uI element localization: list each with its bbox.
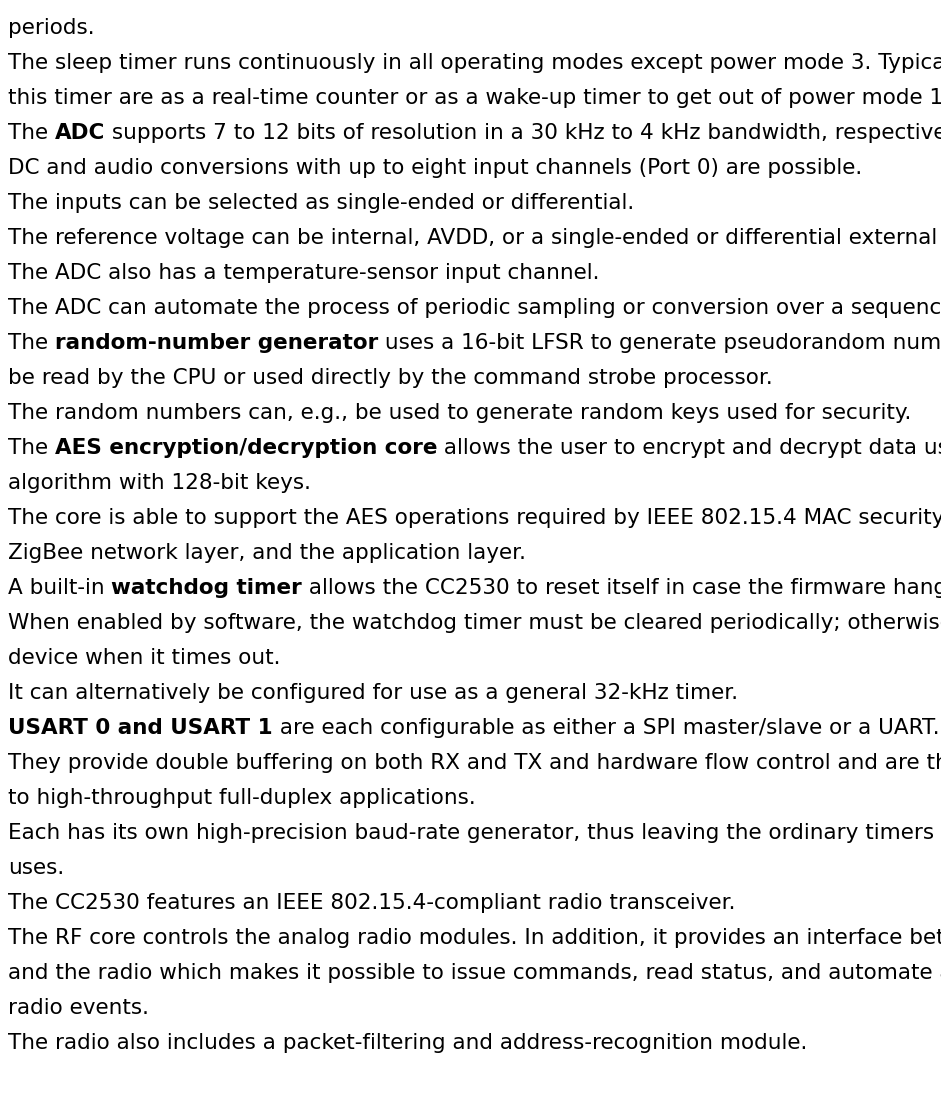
Text: to high-throughput full-duplex applications.: to high-throughput full-duplex applicati…: [8, 787, 476, 808]
Text: The reference voltage can be internal, AVDD, or a single-ended or differential e: The reference voltage can be internal, A…: [8, 228, 941, 248]
Text: DC and audio conversions with up to eight input channels (Port 0) are possible.: DC and audio conversions with up to eigh…: [8, 158, 862, 178]
Text: It can alternatively be configured for use as a general 32-kHz timer.: It can alternatively be configured for u…: [8, 684, 738, 703]
Text: The: The: [8, 333, 55, 353]
Text: They provide double buffering on both RX and TX and hardware flow control and ar: They provide double buffering on both RX…: [8, 753, 941, 773]
Text: watchdog timer: watchdog timer: [111, 578, 302, 598]
Text: When enabled by software, the watchdog timer must be cleared periodically; other: When enabled by software, the watchdog t…: [8, 613, 941, 633]
Text: allows the user to encrypt and decrypt data using the AES: allows the user to encrypt and decrypt d…: [438, 438, 941, 458]
Text: uses a 16-bit LFSR to generate pseudorandom numbers, which can: uses a 16-bit LFSR to generate pseudoran…: [378, 333, 941, 353]
Text: USART 0 and USART 1: USART 0 and USART 1: [8, 718, 273, 738]
Text: ADC: ADC: [55, 123, 105, 143]
Text: The core is able to support the AES operations required by IEEE 802.15.4 MAC sec: The core is able to support the AES oper…: [8, 508, 941, 528]
Text: are each configurable as either a SPI master/slave or a UART.: are each configurable as either a SPI ma…: [273, 718, 939, 738]
Text: The: The: [8, 438, 55, 458]
Text: and the radio which makes it possible to issue commands, read status, and automa: and the radio which makes it possible to…: [8, 963, 941, 983]
Text: uses.: uses.: [8, 858, 64, 878]
Text: supports 7 to 12 bits of resolution in a 30 kHz to 4 kHz bandwidth, respectively: supports 7 to 12 bits of resolution in a…: [105, 123, 941, 143]
Text: The CC2530 features an IEEE 802.15.4-compliant radio transceiver.: The CC2530 features an IEEE 802.15.4-com…: [8, 893, 736, 912]
Text: The radio also includes a packet-filtering and address-recognition module.: The radio also includes a packet-filteri…: [8, 1033, 807, 1053]
Text: ZigBee network layer, and the application layer.: ZigBee network layer, and the applicatio…: [8, 543, 526, 563]
Text: algorithm with 128-bit keys.: algorithm with 128-bit keys.: [8, 473, 311, 493]
Text: radio events.: radio events.: [8, 998, 149, 1018]
Text: The sleep timer runs continuously in all operating modes except power mode 3. Ty: The sleep timer runs continuously in all…: [8, 53, 941, 73]
Text: be read by the CPU or used directly by the command strobe processor.: be read by the CPU or used directly by t…: [8, 368, 773, 388]
Text: allows the CC2530 to reset itself in case the firmware hangs.: allows the CC2530 to reset itself in cas…: [302, 578, 941, 598]
Text: The ADC also has a temperature-sensor input channel.: The ADC also has a temperature-sensor in…: [8, 263, 599, 283]
Text: this timer are as a real-time counter or as a wake-up timer to get out of power : this timer are as a real-time counter or…: [8, 88, 941, 108]
Text: Each has its own high-precision baud-rate generator, thus leaving the ordinary t: Each has its own high-precision baud-rat…: [8, 823, 941, 843]
Text: random-number generator: random-number generator: [55, 333, 378, 353]
Text: The inputs can be selected as single-ended or differential.: The inputs can be selected as single-end…: [8, 194, 634, 213]
Text: A built-in: A built-in: [8, 578, 111, 598]
Text: The: The: [8, 123, 55, 143]
Text: The RF core controls the analog radio modules. In addition, it provides an inter: The RF core controls the analog radio mo…: [8, 928, 941, 948]
Text: periods.: periods.: [8, 18, 95, 38]
Text: The ADC can automate the process of periodic sampling or conversion over a seque: The ADC can automate the process of peri…: [8, 298, 941, 319]
Text: device when it times out.: device when it times out.: [8, 648, 280, 668]
Text: The random numbers can, e.g., be used to generate random keys used for security.: The random numbers can, e.g., be used to…: [8, 403, 912, 422]
Text: AES encryption/decryption core: AES encryption/decryption core: [55, 438, 438, 458]
